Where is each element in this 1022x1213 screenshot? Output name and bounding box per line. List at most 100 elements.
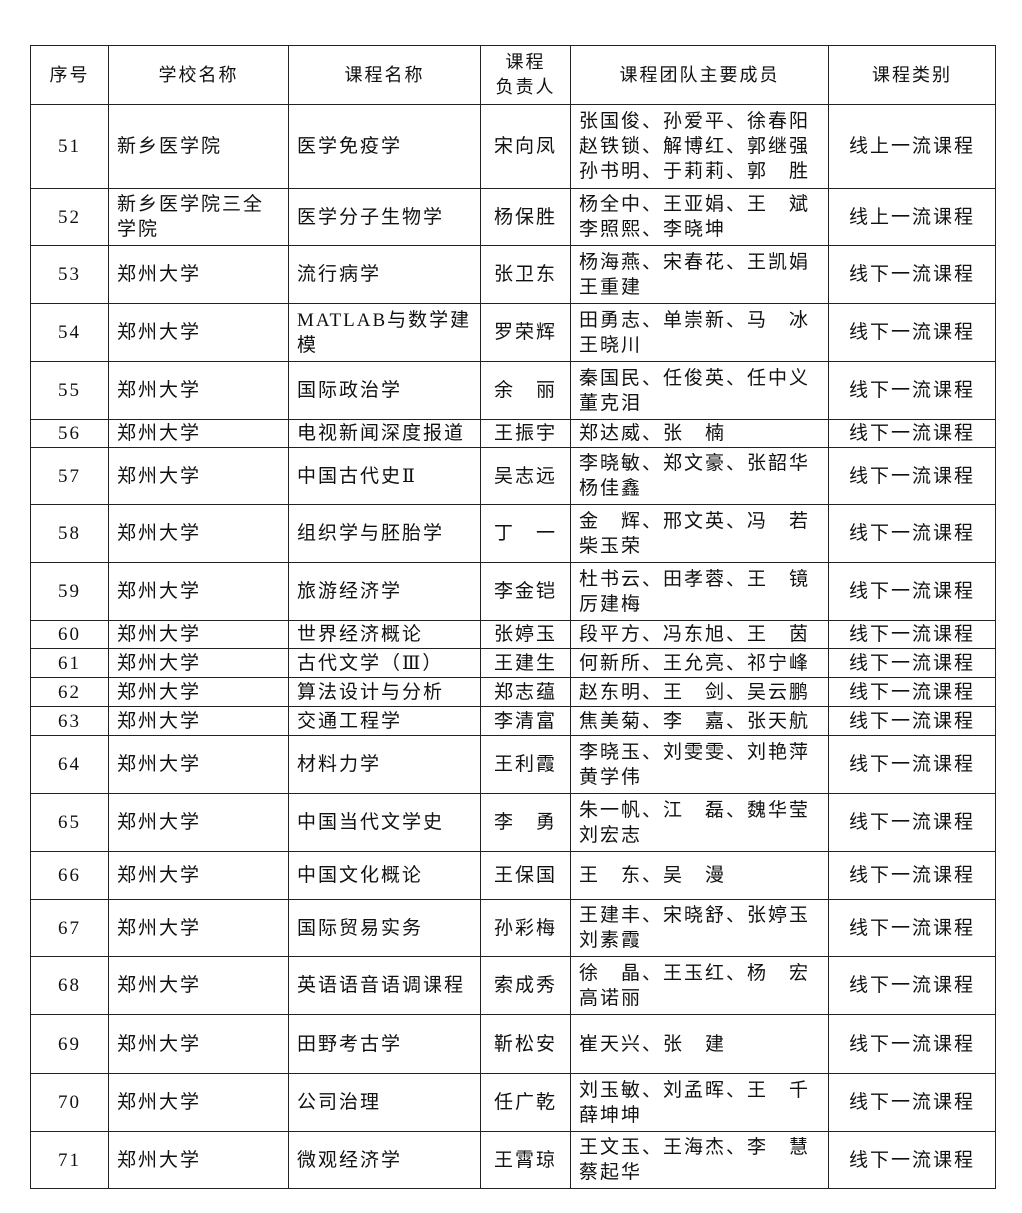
leader: 李 勇 [480, 793, 571, 852]
table-row: 59 郑州大学 旅游经济学 李金铠 杜书云、田孝蓉、王 镜厉建梅 线下一流课程 [30, 562, 996, 621]
leader: 孙彩梅 [480, 899, 571, 957]
table-row: 67 郑州大学 国际贸易实务 孙彩梅 王建丰、宋晓舒、张婷玉 刘素霞 线下一流课程 [30, 899, 996, 957]
school-name: 郑州大学 [108, 677, 289, 707]
course-name: 国际政治学 [288, 361, 481, 420]
members-line: 孙书明、于莉莉、郭 胜 [579, 161, 811, 182]
members: 焦美菊、李 嘉、张天航 [570, 706, 829, 736]
members: 段平方、冯东旭、王 茵 [570, 620, 829, 649]
leader: 靳松安 [480, 1014, 571, 1074]
members: 杨海燕、宋春花、王凯娟 王重建 [570, 245, 829, 304]
course-name: 国际贸易实务 [288, 899, 481, 957]
category: 线下一流课程 [828, 620, 996, 649]
members: 刘玉敏、刘孟晖、王 千薛坤坤 [570, 1073, 829, 1132]
header-line: 负责人 [495, 77, 556, 98]
course-name: 交通工程学 [288, 706, 481, 736]
members-line: 赵东明、王 剑、吴云鹏 [579, 681, 811, 703]
category: 线下一流课程 [828, 447, 996, 505]
col-school-header: 学校名称 [108, 45, 289, 105]
table-row: 68 郑州大学 英语语音语调课程 索成秀徐 晶、王玉红、杨 宏高诺丽 线下一流课程 [30, 956, 996, 1015]
row-index: 62 [30, 677, 109, 707]
course-name: 组织学与胚胎学 [288, 504, 481, 563]
category: 线下一流课程 [828, 361, 996, 420]
members-line: 董克泪 [579, 392, 643, 414]
members: 秦国民、任俊英、任中义 董克泪 [570, 361, 829, 420]
school-name: 郑州大学 [108, 899, 289, 957]
members: 崔天兴、张 建 [570, 1014, 829, 1074]
leader: 李清富 [480, 706, 571, 736]
course-name: 算法设计与分析 [288, 677, 481, 707]
leader: 张卫东 [480, 245, 571, 304]
col-index-header: 序号 [30, 45, 109, 105]
leader: 王振宇 [480, 419, 571, 448]
members-line: 王晓川 [579, 334, 643, 356]
table-row: 51 新乡医学院 医学免疫学 宋向凤 张国俊、孙爱平、徐春阳 赵铁锁、解博红、郭继强 孙书明… [30, 104, 996, 189]
leader: 宋向凤 [480, 104, 571, 189]
table-row: 64 郑州大学 材料力学 王利霞 李晓玉、刘雯雯、刘艳萍 黄学伟 线下一流课程 [30, 735, 996, 794]
members-line: 王建丰、宋晓舒、张婷玉 [579, 905, 811, 926]
category: 线下一流课程 [828, 735, 996, 794]
category: 线下一流课程 [828, 1073, 996, 1132]
members-line: 厉建梅 [579, 593, 643, 615]
row-index: 66 [30, 851, 109, 900]
leader: 郑志蕴 [480, 677, 571, 707]
members-line: 高诺丽 [579, 987, 643, 1009]
members-line: 郑达威、张 楠 [579, 423, 727, 444]
table-row: 54 郑州大学 MATLAB与数学建模 罗荣辉 田勇志、单崇新、马 冰王晓川 线下一流课程 [30, 303, 996, 362]
course-name: 英语语音语调课程 [288, 956, 481, 1015]
row-index: 56 [30, 419, 109, 448]
school-name: 郑州大学 [108, 648, 289, 678]
members: 张国俊、孙爱平、徐春阳 赵铁锁、解博红、郭继强 孙书明、于莉莉、郭 胜 [570, 104, 829, 189]
row-index: 70 [30, 1073, 109, 1132]
course-name: 中国当代文学史 [288, 793, 481, 852]
category: 线上一流课程 [828, 104, 996, 189]
row-index: 61 [30, 648, 109, 678]
course-name: 古代文学（Ⅲ） [288, 648, 481, 678]
members: 杨全中、王亚娟、王 斌李照熙、李晓坤 [570, 188, 829, 246]
row-index: 58 [30, 504, 109, 563]
members-line: 杨全中、王亚娟、王 斌 [579, 194, 811, 215]
category: 线下一流课程 [828, 793, 996, 852]
row-index: 68 [30, 956, 109, 1015]
members-line: 杨海燕、宋春花、王凯娟 [579, 251, 811, 273]
members-line: 王 东、吴 漫 [579, 865, 727, 886]
category: 线下一流课程 [828, 303, 996, 362]
col-members-header: 课程团队主要成员 [570, 45, 829, 105]
school-name: 郑州大学 [108, 793, 289, 852]
members-line: 崔天兴、张 建 [579, 1033, 727, 1055]
leader: 任广乾 [480, 1073, 571, 1132]
row-index: 53 [30, 245, 109, 304]
course-name: 材料力学 [288, 735, 481, 794]
members-line: 金 辉、邢文英、冯 若 [579, 510, 811, 532]
members-line: 何新所、王允亮、祁宁峰 [579, 652, 811, 674]
members: 田勇志、单崇新、马 冰王晓川 [570, 303, 829, 362]
table-row: 56 郑州大学 电视新闻深度报道 王振宇 郑达威、张 楠 线下一流课程 [30, 419, 996, 448]
table-row: 63 郑州大学 交通工程学 李清富 焦美菊、李 嘉、张天航 线下一流课程 [30, 706, 996, 736]
school-name: 郑州大学 [108, 620, 289, 649]
school-name: 郑州大学 [108, 303, 289, 362]
row-index: 69 [30, 1014, 109, 1074]
course-name: 公司治理 [288, 1073, 481, 1132]
members-line: 薛坤坤 [579, 1104, 643, 1126]
school-name: 郑州大学 [108, 419, 289, 448]
course-name: 田野考古学 [288, 1014, 481, 1074]
leader: 丁 一 [480, 504, 571, 563]
members: 郑达威、张 楠 [570, 419, 829, 448]
category: 线下一流课程 [828, 419, 996, 448]
members: 朱一帆、江 磊、魏华莹 刘宏志 [570, 793, 829, 852]
row-index: 64 [30, 735, 109, 794]
course-name: 医学分子生物学 [288, 188, 481, 246]
row-index: 52 [30, 188, 109, 246]
row-index: 54 [30, 303, 109, 362]
school-name: 郑州大学 [108, 504, 289, 563]
members: 金 辉、邢文英、冯 若柴玉荣 [570, 504, 829, 563]
row-index: 63 [30, 706, 109, 736]
category: 线下一流课程 [828, 504, 996, 563]
members-line: 徐 晶、王玉红、杨 宏 [579, 962, 811, 984]
members-line: 柴玉荣 [579, 535, 643, 557]
leader: 王保国 [480, 851, 571, 900]
category: 线下一流课程 [828, 677, 996, 707]
members: 李晓敏、郑文豪、张韶华 杨佳鑫 [570, 447, 829, 505]
category: 线下一流课程 [828, 956, 996, 1015]
category: 线下一流课程 [828, 1014, 996, 1074]
